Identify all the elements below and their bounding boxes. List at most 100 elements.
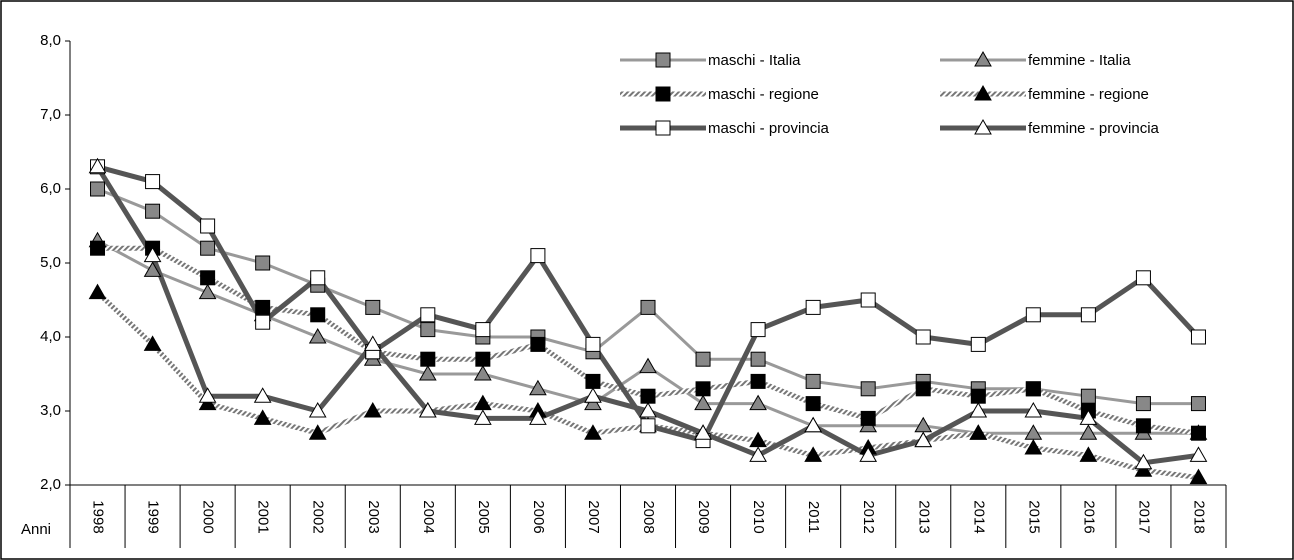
marker [970, 336, 986, 352]
marker [1025, 381, 1041, 397]
marker [88, 157, 107, 174]
marker [584, 424, 602, 440]
marker [860, 410, 876, 426]
marker [1024, 401, 1043, 418]
marker [200, 270, 216, 286]
marker [640, 299, 656, 315]
marker [90, 181, 106, 197]
x-tick-label: 2014 [970, 500, 987, 533]
marker [1079, 446, 1098, 462]
x-tick-label: 2009 [695, 500, 712, 533]
marker [418, 364, 437, 381]
marker [1025, 307, 1041, 323]
legend-label: maschi - provincia [708, 120, 830, 137]
marker [915, 329, 931, 345]
marker [143, 261, 162, 277]
marker [655, 120, 671, 136]
marker [969, 424, 988, 440]
x-tick-label: 2018 [1191, 500, 1208, 533]
x-tick-label: 2011 [805, 501, 822, 533]
marker [530, 336, 546, 352]
marker [694, 394, 712, 411]
marker [969, 401, 988, 418]
x-tick-label: 2000 [200, 500, 217, 533]
marker [145, 203, 161, 219]
x-tick-label: 2016 [1080, 500, 1097, 533]
marker [90, 240, 106, 256]
marker [805, 396, 821, 412]
marker [585, 336, 601, 352]
marker [970, 388, 986, 404]
marker [255, 299, 271, 315]
marker [200, 218, 216, 234]
marker [639, 357, 657, 374]
x-tick-label: 2010 [750, 500, 767, 533]
x-tick-label: 2002 [310, 500, 327, 533]
marker [1080, 307, 1096, 323]
marker [198, 283, 217, 300]
y-tick-label: 2,0 [40, 476, 61, 493]
marker [974, 50, 992, 67]
legend-label: maschi - Italia [708, 52, 801, 69]
x-tick-label: 2015 [1025, 500, 1042, 533]
marker [859, 446, 878, 462]
marker [418, 401, 437, 418]
marker [1190, 425, 1206, 441]
marker [584, 387, 602, 403]
marker [253, 409, 272, 425]
marker [253, 387, 272, 403]
marker [308, 327, 327, 344]
y-tick-label: 5,0 [40, 254, 61, 271]
marker [1190, 396, 1206, 412]
marker [750, 322, 766, 338]
y-tick-label: 7,0 [40, 106, 61, 123]
legend-label: maschi - regione [708, 86, 819, 103]
marker [655, 52, 671, 68]
marker [655, 86, 671, 102]
marker [198, 387, 217, 403]
marker [640, 388, 656, 404]
x-tick-label: 2017 [1135, 500, 1152, 533]
marker [914, 431, 933, 448]
marker [974, 84, 992, 101]
x-tick-label: 2003 [365, 500, 382, 533]
marker [255, 314, 271, 330]
marker [420, 322, 436, 338]
x-tick-label: 2007 [585, 500, 602, 533]
marker [640, 418, 656, 434]
marker [1135, 418, 1151, 434]
marker [805, 299, 821, 315]
x-tick-label: 1998 [90, 500, 107, 533]
marker [695, 381, 711, 397]
legend-label: femmine - provincia [1028, 120, 1160, 137]
marker [1134, 453, 1153, 470]
marker [974, 118, 992, 135]
marker [585, 373, 601, 389]
marker [804, 446, 823, 462]
marker [310, 307, 326, 323]
x-tick-label: 2013 [915, 500, 932, 533]
marker [145, 174, 161, 190]
marker [200, 240, 216, 256]
marker [255, 255, 271, 271]
x-tick-label: 2006 [530, 500, 547, 533]
marker [915, 381, 931, 397]
marker [363, 401, 382, 418]
marker [1080, 388, 1096, 404]
legend-label: femmine - regione [1028, 86, 1149, 103]
marker [1190, 329, 1206, 345]
marker [860, 292, 876, 308]
marker [1135, 396, 1151, 412]
marker [143, 335, 162, 351]
marker [363, 335, 382, 351]
x-tick-label: 2004 [420, 500, 437, 533]
x-tick-label: 2001 [255, 500, 272, 533]
marker [639, 401, 657, 418]
x-tick-label: 2012 [860, 500, 877, 533]
marker [750, 351, 766, 367]
marker [473, 409, 492, 425]
marker [1189, 468, 1208, 485]
marker [1079, 424, 1098, 440]
marker [1024, 438, 1043, 455]
